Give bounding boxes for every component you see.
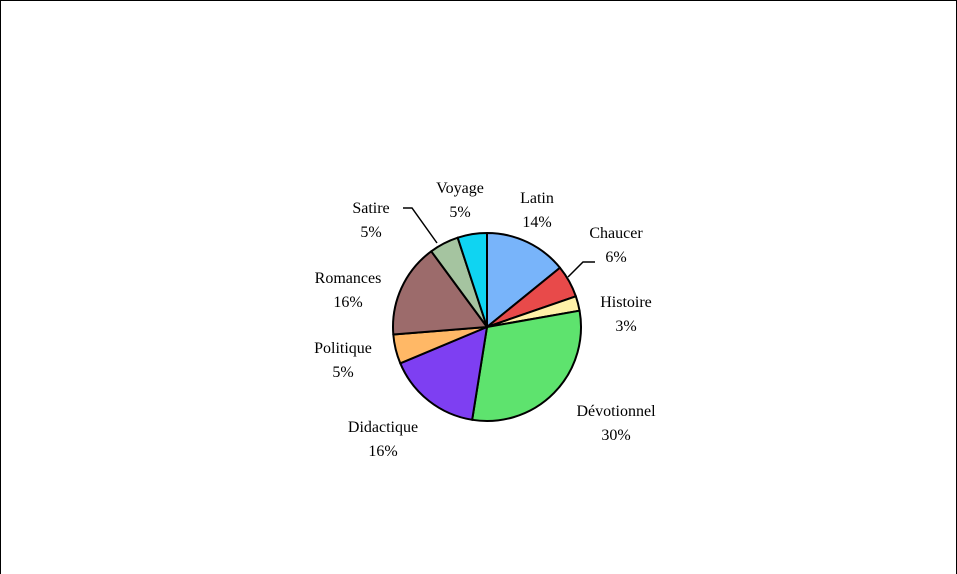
slice-percent-voyage: 5% bbox=[449, 204, 470, 221]
leader-line-satire bbox=[403, 207, 438, 244]
slice-percent-histoire: 3% bbox=[615, 318, 636, 335]
pie-slice-didactique bbox=[399, 326, 488, 421]
slice-percent-didactique: 16% bbox=[368, 443, 397, 460]
slice-percent-devotionnel: 30% bbox=[601, 427, 630, 444]
slice-label-devotionnel: Dévotionnel bbox=[576, 403, 656, 420]
slice-percent-romances: 16% bbox=[333, 294, 362, 311]
slice-percent-latin: 14% bbox=[522, 214, 551, 231]
slice-label-voyage: Voyage bbox=[436, 180, 484, 197]
pie-slice-devotionnel bbox=[471, 309, 582, 422]
slice-label-chaucer: Chaucer bbox=[589, 225, 643, 242]
slice-label-histoire: Histoire bbox=[600, 294, 652, 311]
pie-slice-romances bbox=[392, 250, 488, 336]
slice-percent-chaucer: 6% bbox=[605, 249, 626, 266]
slice-percent-satire: 5% bbox=[360, 224, 381, 241]
slice-label-politique: Politique bbox=[314, 340, 372, 357]
leader-line-chaucer bbox=[567, 261, 595, 278]
slice-label-romances: Romances bbox=[315, 270, 382, 287]
slice-label-didactique: Didactique bbox=[348, 419, 418, 436]
slice-label-satire: Satire bbox=[352, 200, 389, 217]
slice-label-latin: Latin bbox=[520, 190, 554, 207]
pie-slice-latin bbox=[486, 232, 561, 328]
slice-percent-politique: 5% bbox=[332, 364, 353, 381]
pie-slices bbox=[392, 232, 582, 422]
pie-slice-voyage bbox=[456, 232, 488, 328]
